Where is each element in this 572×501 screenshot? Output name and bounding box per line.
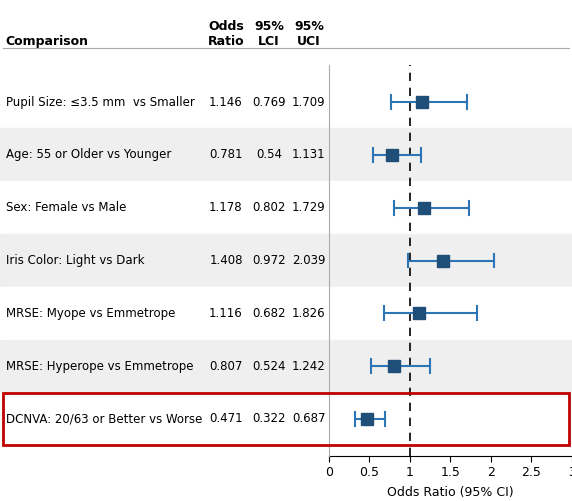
Bar bbox=[0, 76, 329, 128]
Bar bbox=[329, 340, 572, 393]
Text: MRSE: Myope vs Emmetrope: MRSE: Myope vs Emmetrope bbox=[6, 307, 175, 320]
Text: 0.802: 0.802 bbox=[252, 201, 285, 214]
Text: Comparison: Comparison bbox=[6, 35, 89, 48]
Text: 1.131: 1.131 bbox=[292, 148, 325, 161]
Bar bbox=[0, 128, 329, 181]
Text: Iris Color: Light vs Dark: Iris Color: Light vs Dark bbox=[6, 254, 144, 267]
Text: 1.709: 1.709 bbox=[292, 96, 325, 109]
Text: 0.972: 0.972 bbox=[252, 254, 285, 267]
Text: Age: 55 or Older vs Younger: Age: 55 or Older vs Younger bbox=[6, 148, 171, 161]
Text: 0.54: 0.54 bbox=[256, 148, 282, 161]
Text: 0.769: 0.769 bbox=[252, 96, 285, 109]
Bar bbox=[329, 128, 572, 181]
Bar bbox=[329, 76, 572, 128]
Text: 1.408: 1.408 bbox=[209, 254, 243, 267]
Text: 0.807: 0.807 bbox=[209, 360, 243, 373]
Bar bbox=[0, 181, 329, 234]
Bar bbox=[329, 393, 572, 445]
Bar bbox=[0, 340, 329, 393]
Text: 0.781: 0.781 bbox=[209, 148, 243, 161]
Text: 95%
LCI: 95% LCI bbox=[254, 20, 284, 48]
Text: Odds
Ratio: Odds Ratio bbox=[208, 20, 244, 48]
Text: 1.116: 1.116 bbox=[209, 307, 243, 320]
Bar bbox=[329, 287, 572, 340]
Text: DCNVA: 20/63 or Better vs Worse: DCNVA: 20/63 or Better vs Worse bbox=[6, 412, 202, 425]
Text: 1.242: 1.242 bbox=[292, 360, 326, 373]
Text: 0.687: 0.687 bbox=[292, 412, 325, 425]
Bar bbox=[0, 393, 329, 445]
Text: Sex: Female vs Male: Sex: Female vs Male bbox=[6, 201, 126, 214]
Text: 95%
UCI: 95% UCI bbox=[294, 20, 324, 48]
Text: 0.682: 0.682 bbox=[252, 307, 285, 320]
Text: MRSE: Hyperope vs Emmetrope: MRSE: Hyperope vs Emmetrope bbox=[6, 360, 193, 373]
Text: 1.146: 1.146 bbox=[209, 96, 243, 109]
Text: 0.524: 0.524 bbox=[252, 360, 285, 373]
Text: 0.471: 0.471 bbox=[209, 412, 243, 425]
Text: 1.729: 1.729 bbox=[292, 201, 326, 214]
Text: Pupil Size: ≤3.5 mm  vs Smaller: Pupil Size: ≤3.5 mm vs Smaller bbox=[6, 96, 194, 109]
Bar bbox=[0, 234, 329, 287]
X-axis label: Odds Ratio (95% CI): Odds Ratio (95% CI) bbox=[387, 486, 514, 499]
Text: 2.039: 2.039 bbox=[292, 254, 325, 267]
Bar bbox=[329, 181, 572, 234]
Text: 1.826: 1.826 bbox=[292, 307, 325, 320]
Bar bbox=[329, 234, 572, 287]
Text: 1.178: 1.178 bbox=[209, 201, 243, 214]
Text: 0.322: 0.322 bbox=[252, 412, 285, 425]
Bar bbox=[0, 287, 329, 340]
